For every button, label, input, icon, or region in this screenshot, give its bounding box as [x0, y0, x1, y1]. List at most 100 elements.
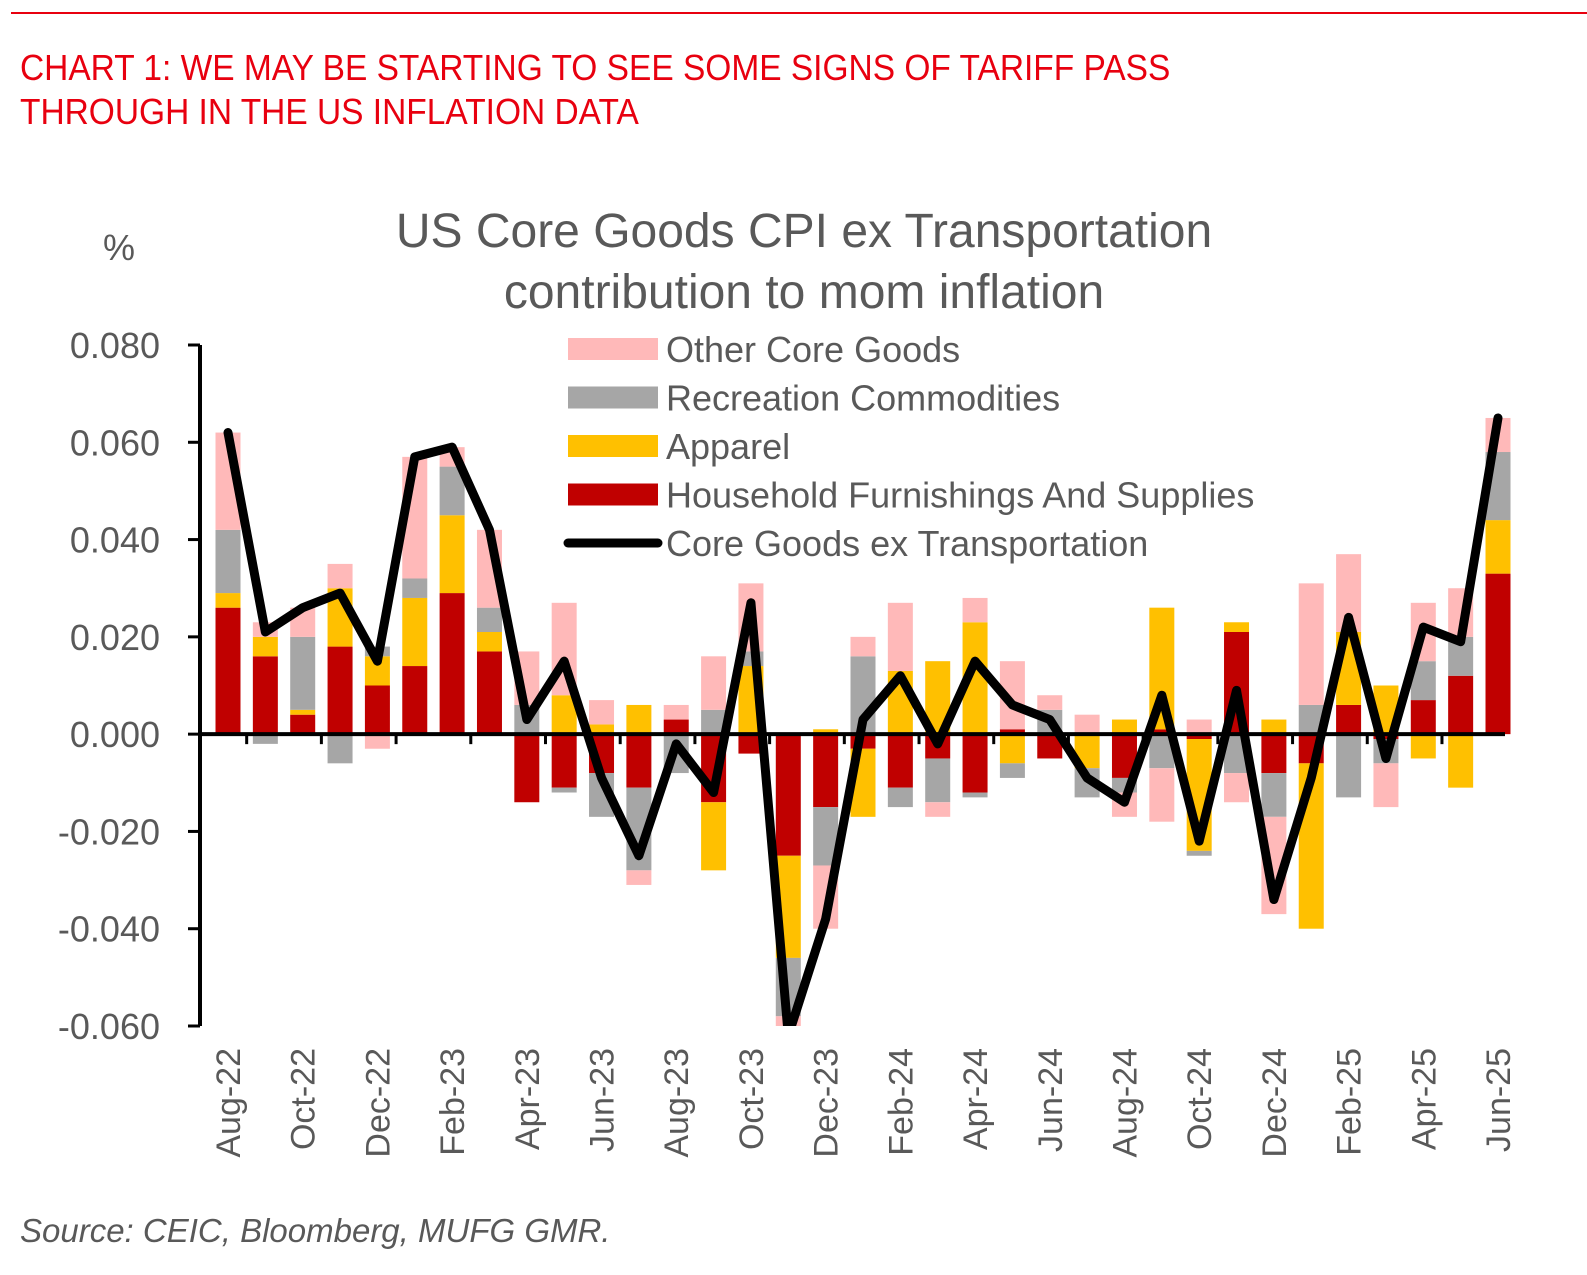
x-tick-label: Feb-23 — [434, 1048, 472, 1156]
bar-recreation-commodities-aug-22 — [215, 529, 241, 594]
bar-household-furnishings-and-supplies-oct-23 — [738, 734, 764, 754]
source-note: Source: CEIC, Bloomberg, MUFG GMR. — [20, 1212, 611, 1249]
y-tick-labels: 0.080 0.060 0.040 0.020 0.000 -0.020 -0.040 -0.… — [58, 325, 160, 1047]
axes-layer — [188, 343, 1505, 1028]
bar-apparel-jul-23 — [626, 704, 652, 735]
bar-apparel-jun-23 — [589, 724, 615, 735]
bar-apparel-aug-24 — [1111, 719, 1137, 735]
legend-label: Apparel — [666, 426, 790, 467]
bar-apparel-dec-23 — [813, 729, 839, 735]
bar-apparel-mar-23 — [476, 631, 502, 652]
x-tick-label: Feb-25 — [1331, 1048, 1369, 1156]
bar-household-furnishings-and-supplies-feb-25 — [1336, 704, 1362, 735]
bar-household-furnishings-and-supplies-oct-22 — [290, 714, 316, 735]
bar-apparel-sep-23 — [701, 802, 727, 871]
bar-apparel-jan-23 — [402, 597, 428, 667]
bar-recreation-commodities-oct-24 — [1186, 850, 1212, 856]
bar-other-core-goods-apr-24 — [962, 597, 988, 623]
bar-apparel-jun-25 — [1485, 520, 1511, 574]
x-tick-label: Oct-23 — [733, 1048, 771, 1150]
bar-household-furnishings-and-supplies-jul-23 — [626, 734, 652, 788]
bar-other-core-goods-mar-24 — [925, 802, 951, 817]
x-tick-label: Oct-24 — [1181, 1048, 1219, 1150]
bar-recreation-commodities-may-24 — [999, 763, 1025, 778]
bar-other-core-goods-nov-22 — [327, 563, 353, 589]
bar-other-core-goods-mar-25 — [1373, 763, 1399, 808]
x-tick-label: Dec-24 — [1256, 1048, 1294, 1158]
bar-recreation-commodities-nov-22 — [327, 734, 353, 764]
bar-household-furnishings-and-supplies-mar-25 — [1373, 734, 1399, 740]
bar-household-furnishings-and-supplies-feb-23 — [439, 593, 465, 735]
bar-other-core-goods-jan-25 — [1298, 583, 1324, 705]
line-layer — [223, 413, 1503, 1026]
y-tick-label: 0.020 — [70, 617, 160, 658]
y-tick-label: -0.020 — [58, 811, 160, 852]
line-core-goods-ex-transportation — [223, 413, 1503, 1026]
bar-other-core-goods-jul-24 — [1074, 714, 1100, 735]
y-tick-label: 0.060 — [70, 422, 160, 463]
bar-apparel-feb-23 — [439, 515, 465, 594]
bar-recreation-commodities-feb-25 — [1336, 734, 1362, 798]
y-tick-label: 0.040 — [70, 520, 160, 561]
bar-household-furnishings-and-supplies-sep-22 — [252, 656, 278, 735]
bar-apparel-oct-22 — [290, 709, 316, 715]
x-tick-label: Apr-25 — [1405, 1048, 1443, 1150]
x-tick-label: Apr-24 — [957, 1048, 995, 1150]
x-tick-label: Apr-23 — [509, 1048, 547, 1150]
bar-other-core-goods-dec-22 — [364, 734, 390, 749]
x-tick-label: Aug-23 — [658, 1048, 696, 1158]
bar-other-core-goods-feb-24 — [887, 602, 913, 671]
bar-apparel-may-24 — [999, 734, 1025, 764]
x-tick-label: Feb-24 — [882, 1048, 920, 1156]
y-tick-label: 0.080 — [70, 325, 160, 366]
x-tick-label: Jun-25 — [1480, 1048, 1518, 1152]
bar-apparel-apr-25 — [1410, 734, 1436, 759]
bar-other-core-goods-jun-23 — [589, 700, 615, 725]
x-tick-label: Jun-24 — [1032, 1048, 1070, 1152]
bar-other-core-goods-sep-23 — [701, 656, 727, 710]
legend-swatch-other-core-goods — [568, 338, 658, 360]
bar-household-furnishings-and-supplies-apr-23 — [514, 734, 540, 803]
bar-other-core-goods-oct-24 — [1186, 719, 1212, 735]
bar-household-furnishings-and-supplies-nov-23 — [775, 734, 801, 856]
bar-recreation-commodities-mar-24 — [925, 758, 951, 803]
bar-recreation-commodities-apr-24 — [962, 792, 988, 798]
headline-line-2: THROUGH IN THE US INFLATION DATA — [20, 91, 639, 132]
legend-swatch-household-furnishings-and-supplies — [568, 483, 658, 506]
legend-label: Other Core Goods — [666, 329, 960, 370]
bar-household-furnishings-and-supplies-apr-25 — [1410, 700, 1436, 735]
bar-household-furnishings-and-supplies-jun-25 — [1485, 573, 1511, 735]
bar-household-furnishings-and-supplies-dec-24 — [1261, 734, 1287, 774]
bar-household-furnishings-and-supplies-may-23 — [551, 734, 577, 788]
bar-household-furnishings-and-supplies-aug-23 — [663, 719, 689, 735]
bar-recreation-commodities-oct-22 — [290, 636, 316, 710]
bar-other-core-goods-jan-24 — [850, 636, 876, 657]
bar-apparel-may-25 — [1448, 734, 1474, 788]
bar-recreation-commodities-may-23 — [551, 787, 577, 793]
bar-household-furnishings-and-supplies-nov-22 — [327, 646, 353, 735]
y-tick-label: -0.060 — [58, 1006, 160, 1047]
bar-recreation-commodities-mar-23 — [476, 607, 502, 632]
bar-household-furnishings-and-supplies-dec-23 — [813, 734, 839, 808]
legend-label: Recreation Commodities — [666, 378, 1060, 419]
bar-household-furnishings-and-supplies-sep-24 — [1149, 729, 1175, 735]
legend-label: Core Goods ex Transportation — [666, 523, 1148, 564]
legend-label: Household Furnishings And Supplies — [666, 475, 1254, 516]
x-tick-label: Jun-23 — [584, 1048, 622, 1152]
bar-recreation-commodities-dec-24 — [1261, 773, 1287, 817]
legend-swatch-apparel — [568, 435, 658, 457]
bar-household-furnishings-and-supplies-apr-24 — [962, 734, 988, 793]
x-tick-label: Dec-22 — [359, 1048, 397, 1158]
bar-apparel-aug-22 — [215, 593, 241, 608]
headline-line-1: CHART 1: WE MAY BE STARTING TO SEE SOME … — [20, 47, 1171, 88]
x-tick-label: Aug-22 — [210, 1048, 248, 1158]
legend-swatch-recreation-commodities — [568, 386, 658, 409]
bar-recreation-commodities-feb-24 — [887, 787, 913, 808]
bar-recreation-commodities-jan-23 — [402, 578, 428, 598]
bar-household-furnishings-and-supplies-jan-23 — [402, 666, 428, 735]
chart-title-line-1: US Core Goods CPI ex Transportation — [396, 205, 1212, 258]
bar-household-furnishings-and-supplies-aug-22 — [215, 607, 241, 735]
y-tick-label: -0.040 — [58, 909, 160, 950]
bar-apparel-nov-24 — [1224, 622, 1250, 632]
bar-household-furnishings-and-supplies-dec-22 — [364, 685, 390, 735]
